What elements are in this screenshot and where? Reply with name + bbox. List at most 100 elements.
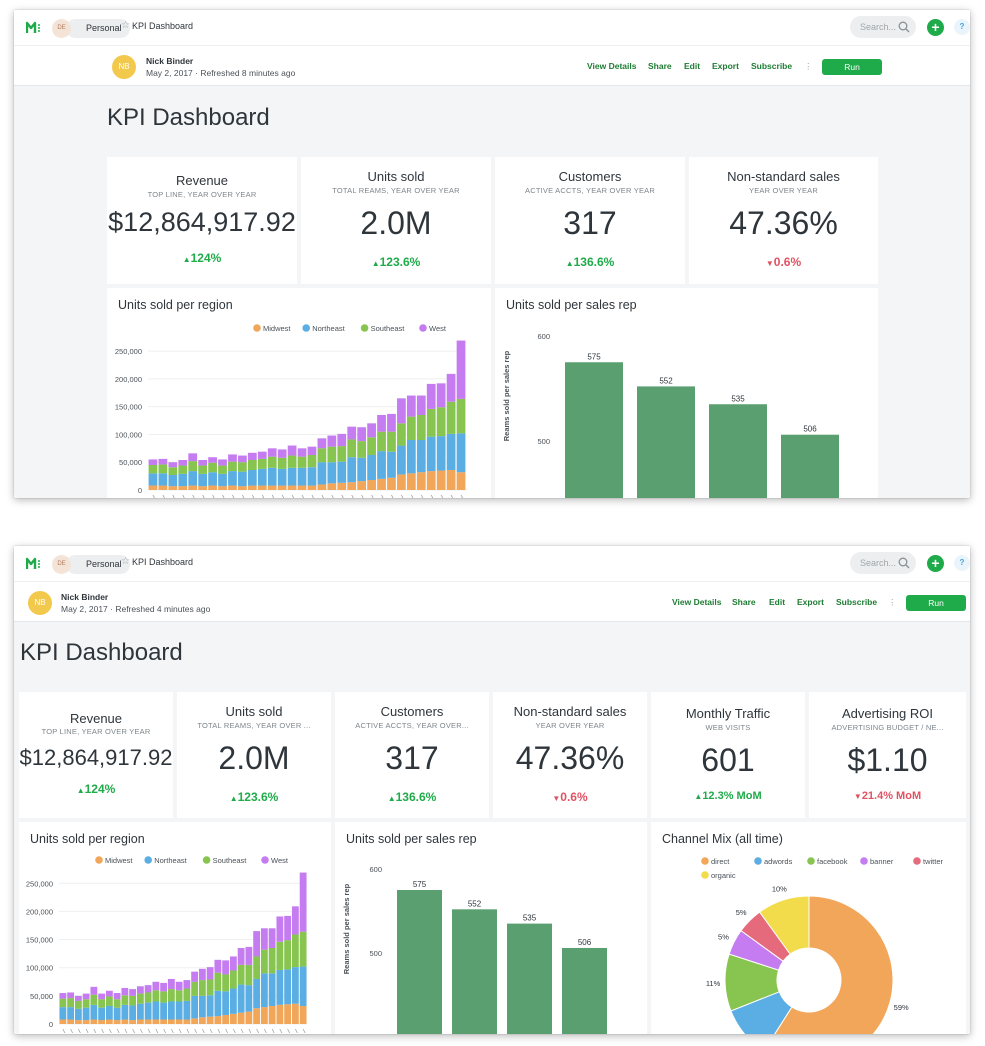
kpi-card-customers[interactable]: Customers ACTIVE ACCTS, YEAR OVER... 317… [335,692,489,818]
search-input[interactable]: Search... [850,16,916,38]
export-link[interactable]: Export [797,597,824,607]
bar-segment-west [67,992,75,999]
kpi-card-units-sold[interactable]: Units sold TOTAL REAMS, YEAR OVER ... 2.… [177,692,331,818]
breadcrumb-personal[interactable]: Personal [66,555,130,574]
bar-segment-west [446,373,456,402]
bar-segment-northeast [121,1004,129,1020]
x-tick-mark [124,1028,128,1034]
bar-segment-west [436,383,446,408]
kpi-card-monthly-traffic[interactable]: Monthly Traffic WEB VISITS 601 ▲12.3% Mo… [651,692,805,818]
chart-title: Units sold per sales rep [346,832,477,846]
bar-segment-west [268,928,276,948]
bar-segment-southeast [74,1000,82,1009]
kpi-value: 47.36% [515,740,625,776]
help-button[interactable]: ? [954,19,970,35]
bar-segment-midwest [228,485,237,490]
new-button[interactable]: + [927,555,944,572]
bar-segment-northeast [214,990,222,1017]
kpi-title: Customers [380,704,444,719]
share-link[interactable]: Share [648,61,672,71]
more-menu-icon[interactable]: ⋮ [804,61,813,71]
chart-card-units-by-region[interactable]: Units sold per region 0 50,000 100,000 150,… [107,288,491,498]
bar-segment-northeast [158,473,168,486]
subscribe-link[interactable]: Subscribe [836,597,878,607]
bar-segment-west [167,978,175,990]
chart-card-units-by-rep[interactable]: Units sold per sales rep 400500600Reams … [335,822,647,1034]
bar-segment-northeast [446,433,456,470]
run-button[interactable]: Run [906,595,966,611]
favorite-star-icon[interactable]: ☆ [121,556,130,567]
export-link[interactable]: Export [712,61,739,71]
edit-link[interactable]: Edit [684,61,701,71]
bar-segment-midwest [198,1017,206,1024]
bar-segment-southeast [387,431,396,452]
kpi-card-non-standard-sales[interactable]: Non-standard sales YEAR OVER YEAR 47.36%… [493,692,647,818]
bar-segment-midwest [436,470,446,490]
bar-segment-southeast [214,972,222,991]
kpi-value: 2.0M [360,205,432,241]
breadcrumb-personal[interactable]: Personal [66,19,130,38]
bar-segment-midwest [183,1019,191,1024]
bar-segment-southeast [284,940,292,970]
favorite-star-icon[interactable]: ☆ [121,20,130,31]
share-link[interactable]: Share [732,597,756,607]
bar-segment-west [198,968,206,981]
page-title: KPI Dashboard [20,639,183,666]
chart-card-units-by-rep[interactable]: Units sold per sales rep 400500600Reams … [495,288,878,498]
bar-segment-southeast [299,931,307,967]
kpi-card-customers[interactable]: Customers ACTIVE ACCTS, YEAR OVER YEAR 3… [495,157,685,284]
kpi-value: 601 [701,742,755,778]
kpi-value: $12,864,917.92 [108,207,296,237]
bar-segment-west [82,993,90,1000]
bar-segment-southeast [426,408,436,437]
help-button[interactable]: ? [954,555,970,571]
bar-segment-northeast [267,467,277,486]
edit-link[interactable]: Edit [769,597,786,607]
legend-label: Northeast [312,324,345,333]
view-details-link[interactable]: View Details [587,61,637,71]
kpi-subtitle: ACTIVE ACCTS, YEAR OVER... [355,721,469,730]
user-name: Nick Binder [146,56,194,66]
subscribe-link[interactable]: Subscribe [751,61,793,71]
bar-segment-southeast [276,941,284,970]
bar-segment-midwest [260,1007,268,1024]
chart-card-units-by-region[interactable]: Units sold per region 0 50,000 100,000 150,… [19,822,331,1034]
bar-segment-northeast [188,471,198,486]
x-tick-mark [240,1028,244,1034]
bar-segment-northeast [90,1004,98,1020]
x-tick-mark [450,494,454,498]
kpi-card-non-standard-sales[interactable]: Non-standard sales YEAR OVER YEAR 47.36%… [689,157,878,284]
bar-segment-midwest [198,486,208,490]
bar-segment-southeast [446,401,456,434]
bar-segment-midwest [253,1008,261,1024]
kpi-change: ▲124% [182,251,222,265]
bar-segment-northeast [245,985,253,1012]
metabase-logo-icon[interactable] [26,556,42,572]
metabase-logo-icon[interactable] [26,20,42,36]
bar-segment-northeast [284,969,292,1005]
user-avatar: NB [28,591,52,615]
x-tick-mark [301,494,304,498]
kpi-card-revenue[interactable]: Revenue TOP LINE, YEAR OVER YEAR $12,864… [107,157,297,284]
new-button[interactable]: + [927,19,944,36]
view-details-link[interactable]: View Details [672,597,722,607]
kpi-card-units-sold[interactable]: Units sold TOTAL REAMS, YEAR OVER YEAR 2… [301,157,491,284]
kpi-card-revenue[interactable]: Revenue TOP LINE, YEAR OVER YEAR $12,864… [19,692,173,818]
search-input[interactable]: Search... [850,552,916,574]
bar-segment-southeast [82,999,90,1008]
chart-card-channel-mix[interactable]: Channel Mix (all time) direct adwords face… [651,822,966,1034]
bar-segment-southeast [67,998,75,1008]
bar-segment-west [121,987,129,996]
bar-segment-southeast [291,934,299,968]
kpi-change: ▼21.4% MoM [853,790,922,802]
kpi-card-advertising-roi[interactable]: Advertising ROI ADVERTISING BUDGET / NE.… [809,692,966,818]
bar-segment-west [148,459,158,465]
legend-dot-southeast [360,324,369,332]
bar-segment-northeast [198,995,206,1018]
bar-segment-southeast [257,458,267,469]
run-button[interactable]: Run [822,59,882,75]
bar-value-label: 506 [803,425,817,434]
legend-label: West [429,324,447,333]
bar-segment-southeast [238,462,247,472]
more-menu-icon[interactable]: ⋮ [888,597,897,607]
